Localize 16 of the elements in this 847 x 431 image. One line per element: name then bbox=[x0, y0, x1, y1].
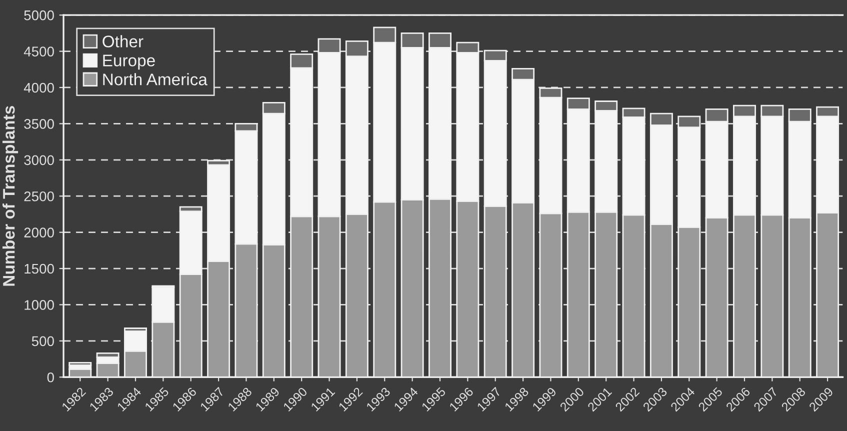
y-tick-label: 5000 bbox=[24, 10, 54, 20]
legend-label: Other bbox=[102, 35, 144, 48]
legend-label: North America bbox=[103, 73, 208, 86]
y-axis-title: Number of Transplants bbox=[2, 106, 18, 286]
y-tick-label: 4500 bbox=[24, 46, 54, 56]
y-tick-label: 500 bbox=[32, 336, 54, 346]
y-tick-label: 2000 bbox=[24, 228, 54, 238]
y-tick-label: 3000 bbox=[24, 155, 54, 166]
y-tick-label: 2500 bbox=[24, 191, 54, 202]
y-tick-label: 0 bbox=[47, 372, 54, 382]
y-tick-label: 3500 bbox=[24, 119, 54, 129]
bar bbox=[68, 362, 92, 366]
y-tick-label: 4000 bbox=[24, 82, 54, 93]
legend-label: Europe bbox=[103, 54, 155, 70]
y-tick-label: 1000 bbox=[24, 300, 54, 310]
y-tick-label: 1500 bbox=[24, 264, 54, 274]
